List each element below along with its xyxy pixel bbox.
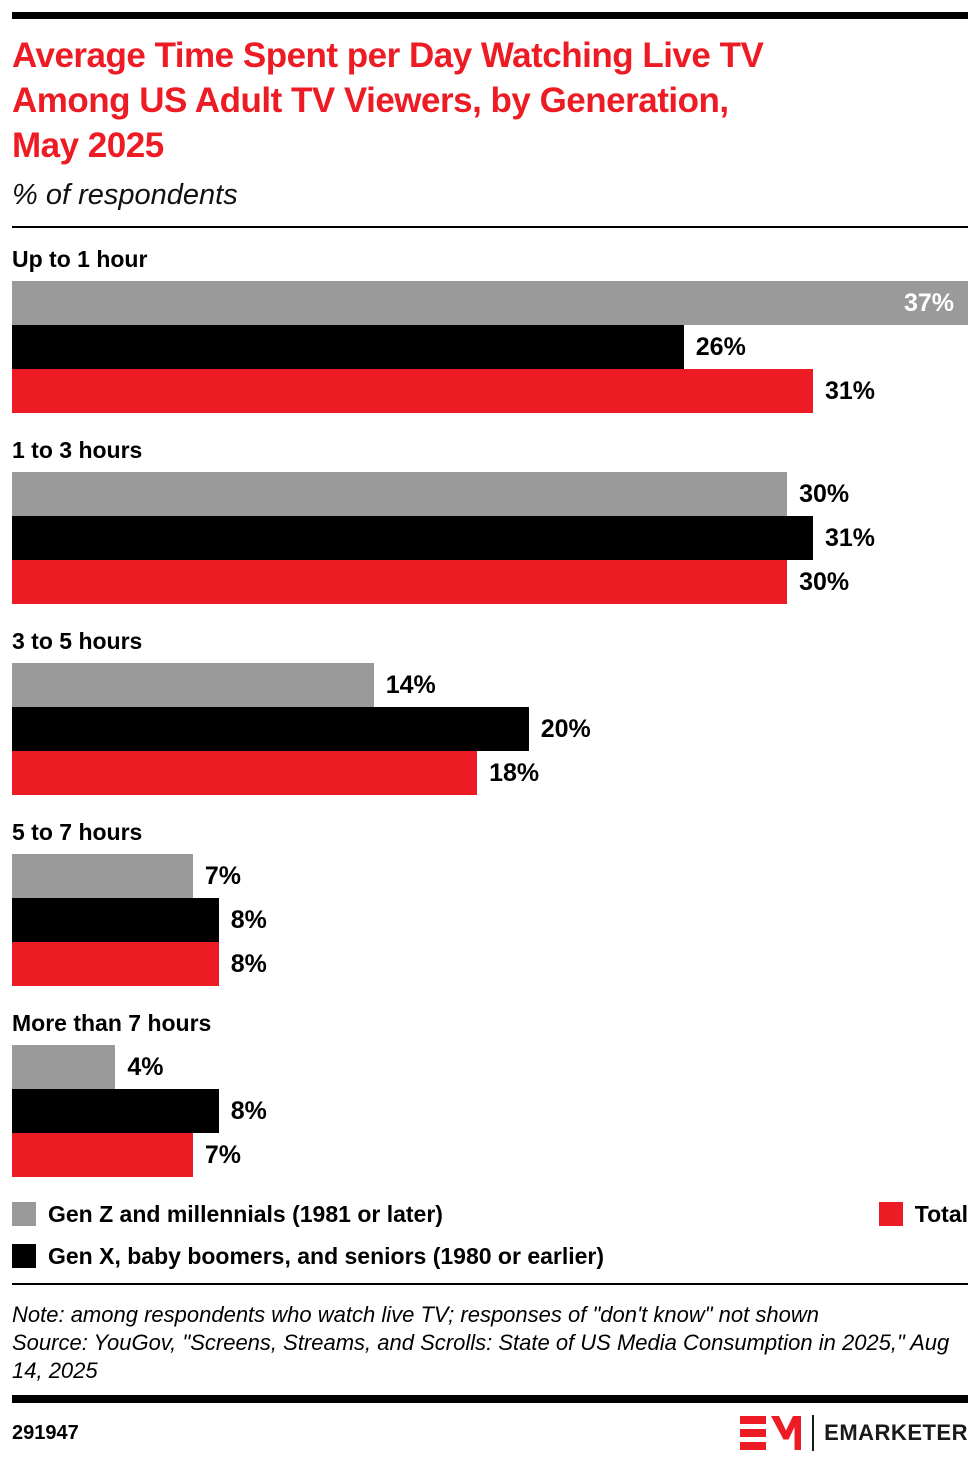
bar	[12, 751, 478, 795]
bar-row: 37%	[12, 281, 968, 325]
legend-item-genx-boomers-seniors: Gen X, baby boomers, and seniors (1980 o…	[12, 1243, 604, 1269]
bar-group: 5 to 7 hours 7% 8% 8%	[12, 819, 968, 986]
bar-row: 18%	[12, 751, 968, 795]
value-label: 8%	[230, 1096, 267, 1125]
brand-logo: EMARKETER	[740, 1415, 968, 1451]
value-label: 37%	[903, 288, 954, 317]
bar	[12, 325, 684, 369]
chart-title-line-2: Among US Adult TV Viewers, by Generation…	[12, 81, 729, 120]
bar-row: 26%	[12, 325, 968, 369]
legend-swatch-black	[12, 1244, 36, 1268]
legend-row-2: Gen X, baby boomers, and seniors (1980 o…	[12, 1243, 968, 1269]
bar	[12, 369, 813, 413]
legend-label: Gen Z and millennials (1981 or later)	[48, 1201, 443, 1227]
legend-item-total: Total	[878, 1201, 968, 1227]
category-label: 5 to 7 hours	[12, 819, 143, 845]
value-label: 14%	[385, 670, 436, 699]
bar-row: 7%	[12, 854, 968, 898]
bar-row: 4%	[12, 1045, 968, 1089]
chart-subtitle: % of respondents	[12, 179, 238, 211]
brand-name: EMARKETER	[824, 1420, 968, 1445]
footer: 291947 EMARKETER	[12, 1415, 968, 1463]
value-label: 31%	[824, 523, 876, 552]
source-text: Source: YouGov, "Screens, Streams, and S…	[12, 1330, 950, 1383]
bar-row: 20%	[12, 707, 968, 751]
legend-swatch-gray	[12, 1202, 36, 1226]
bar	[12, 854, 193, 898]
bar-row: 7%	[12, 1133, 968, 1177]
value-label: 4%	[127, 1052, 164, 1081]
emarketer-em-icon	[740, 1416, 802, 1450]
bar	[12, 516, 813, 560]
notes-divider	[12, 1283, 968, 1285]
legend: Gen Z and millennials (1981 or later) To…	[12, 1201, 968, 1269]
bar	[12, 663, 374, 707]
bar-row: 31%	[12, 369, 968, 413]
category-label: 3 to 5 hours	[12, 628, 143, 654]
value-label: 20%	[540, 714, 591, 743]
category-label: Up to 1 hour	[12, 246, 148, 272]
bar	[12, 898, 219, 942]
bar-row: 30%	[12, 472, 968, 516]
value-label: 26%	[695, 332, 746, 361]
bar-row: 8%	[12, 898, 968, 942]
bar-row: 8%	[12, 942, 968, 986]
value-label: 30%	[799, 479, 850, 508]
legend-label: Total	[914, 1201, 968, 1227]
bar-row: 30%	[12, 560, 968, 604]
bar	[12, 942, 219, 986]
bar	[12, 707, 529, 751]
notes: Note: among respondents who watch live T…	[12, 1301, 957, 1385]
top-rule	[12, 12, 968, 19]
bar: 37%	[12, 281, 968, 325]
chart-title-line-1: Average Time Spent per Day Watching Live…	[12, 36, 764, 75]
header-divider	[12, 226, 968, 228]
bottom-rule	[12, 1395, 968, 1403]
bar-group: Up to 1 hour 37% 26% 31%	[12, 246, 968, 413]
value-label: 8%	[230, 905, 267, 934]
bar-row: 8%	[12, 1089, 968, 1133]
legend-label: Gen X, baby boomers, and seniors (1980 o…	[48, 1243, 605, 1269]
value-label: 7%	[204, 1140, 241, 1169]
legend-swatch-red	[878, 1202, 903, 1226]
chart-title: Average Time Spent per Day Watching Live…	[12, 33, 968, 168]
category-label: More than 7 hours	[12, 1010, 212, 1036]
chart: Up to 1 hour 37% 26% 31% 1 to 3 hours 30% 31% 3…	[12, 246, 968, 1177]
brand-divider	[812, 1415, 815, 1451]
category-label: 1 to 3 hours	[12, 437, 143, 463]
value-label: 18%	[489, 758, 540, 787]
value-label: 7%	[204, 861, 241, 890]
value-label: 31%	[824, 376, 876, 405]
value-label: 8%	[230, 949, 267, 978]
chart-id: 291947	[12, 1421, 79, 1444]
bar	[12, 560, 788, 604]
bar	[12, 1045, 116, 1089]
bar-group: 3 to 5 hours 14% 20% 18%	[12, 628, 968, 795]
bar	[12, 1133, 193, 1177]
bar-group: 1 to 3 hours 30% 31% 30%	[12, 437, 968, 604]
value-label: 30%	[799, 567, 850, 596]
note-text: Note: among respondents who watch live T…	[12, 1302, 819, 1327]
bar-row: 14%	[12, 663, 968, 707]
chart-title-line-3: May 2025	[12, 126, 164, 165]
bar-row: 31%	[12, 516, 968, 560]
legend-item-genz-millennials: Gen Z and millennials (1981 or later)	[12, 1201, 443, 1227]
bar	[12, 1089, 219, 1133]
bar	[12, 472, 788, 516]
bar-group: More than 7 hours 4% 8% 7%	[12, 1010, 968, 1177]
legend-row-1: Gen Z and millennials (1981 or later) To…	[12, 1201, 968, 1227]
